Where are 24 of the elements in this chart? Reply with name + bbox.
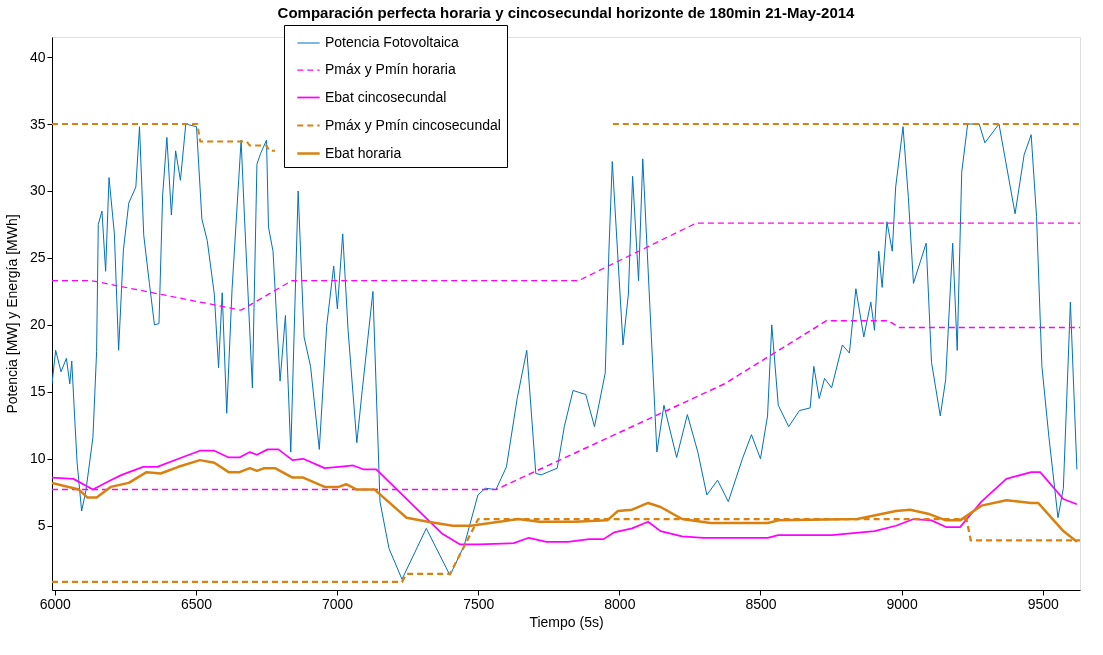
x-tick-label: 8000 bbox=[604, 595, 636, 612]
x-tick-label: 7500 bbox=[463, 595, 495, 612]
legend-label: Pmáx y Pmín horaria bbox=[325, 61, 456, 77]
y-tick-label: 10 bbox=[29, 450, 46, 467]
y-tick-label: 15 bbox=[29, 383, 46, 400]
y-tick-label: 25 bbox=[29, 249, 46, 266]
legend-label: Ebat horaria bbox=[325, 144, 402, 161]
y-tick-label: 20 bbox=[29, 316, 46, 333]
x-tick-label: 8500 bbox=[745, 595, 777, 612]
x-tick-label: 6500 bbox=[180, 595, 213, 612]
y-tick-label: 30 bbox=[29, 182, 46, 199]
x-axis-title: Tiempo (5s) bbox=[529, 613, 604, 630]
legend-label: Pmáx y Pmín cincosecundal bbox=[325, 116, 501, 133]
chart-title: Comparación perfecta horaria y cincosecundal horizonte de 180min 21-May-2014 bbox=[277, 3, 856, 21]
legend-label: Ebat cincosecundal bbox=[325, 88, 447, 105]
x-tick-label: 7000 bbox=[322, 595, 354, 612]
legend-label: Potencia Fotovoltaica bbox=[325, 34, 460, 50]
y-tick-label: 40 bbox=[29, 48, 46, 65]
x-tick-label: 9500 bbox=[1027, 595, 1060, 612]
y-tick-label: 5 bbox=[37, 517, 46, 534]
y-tick-label: 35 bbox=[29, 115, 46, 132]
x-tick-label: 6000 bbox=[39, 595, 72, 612]
x-tick-label: 9000 bbox=[886, 595, 918, 612]
y-axis-title: Potencia [MW] y Energía [MWh] bbox=[3, 214, 20, 414]
